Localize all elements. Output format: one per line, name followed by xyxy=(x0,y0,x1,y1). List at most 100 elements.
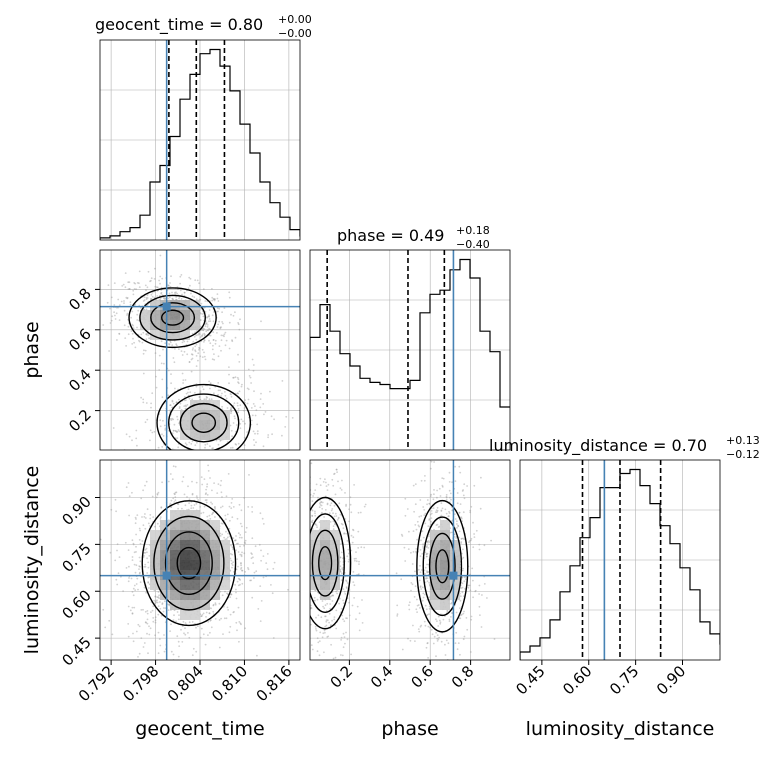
density-cell xyxy=(190,430,200,440)
sample-point xyxy=(234,539,237,542)
density-cell xyxy=(200,430,210,440)
sample-point xyxy=(347,552,350,555)
sample-point xyxy=(144,563,147,566)
density-cell xyxy=(200,560,210,570)
sample-point xyxy=(170,419,173,421)
density-cell xyxy=(320,580,330,590)
sample-point xyxy=(265,562,268,564)
sample-point xyxy=(354,559,356,562)
sample-point xyxy=(190,507,193,510)
sample-point xyxy=(190,358,193,361)
sample-point xyxy=(463,610,465,613)
density-cell xyxy=(190,530,200,540)
density-cell xyxy=(440,530,450,540)
sample-point xyxy=(218,320,221,323)
sample-point xyxy=(433,489,435,491)
sample-point xyxy=(132,640,135,643)
sample-point xyxy=(184,627,186,630)
sample-point xyxy=(207,470,210,472)
sample-point xyxy=(448,471,451,474)
sample-point xyxy=(154,525,156,528)
sample-point xyxy=(163,296,165,299)
sample-point xyxy=(427,625,430,628)
sample-point xyxy=(409,639,412,642)
sample-point xyxy=(197,359,199,362)
sample-point xyxy=(425,646,428,649)
sample-point xyxy=(199,391,202,394)
sample-point xyxy=(134,589,137,592)
sample-point xyxy=(213,311,215,313)
sample-point xyxy=(240,385,243,388)
sample-point xyxy=(221,392,223,395)
sample-point xyxy=(493,638,496,640)
sample-point xyxy=(259,585,262,587)
sample-point xyxy=(413,510,415,513)
sample-point xyxy=(273,418,275,421)
sample-point xyxy=(237,542,239,545)
sample-point xyxy=(205,499,208,501)
sample-point xyxy=(461,490,464,492)
sample-point xyxy=(417,604,420,606)
density-cell xyxy=(320,590,330,600)
sample-point xyxy=(352,571,355,573)
sample-point xyxy=(146,610,149,612)
sample-point xyxy=(163,650,166,653)
sample-point xyxy=(176,430,179,433)
density-cell xyxy=(180,310,190,320)
sample-point xyxy=(158,279,161,282)
sample-point xyxy=(460,587,463,589)
sample-point xyxy=(244,542,247,545)
sample-point xyxy=(188,621,191,624)
sample-point xyxy=(240,623,242,626)
sample-point xyxy=(421,530,424,533)
contour-line xyxy=(311,529,339,597)
sample-point xyxy=(118,333,121,335)
sample-point xyxy=(182,476,185,478)
sample-point xyxy=(458,530,461,533)
sample-point xyxy=(174,387,176,390)
sample-point xyxy=(252,562,255,565)
sample-point xyxy=(423,620,426,623)
density-cell xyxy=(310,560,320,570)
sample-point xyxy=(314,514,317,517)
sample-point xyxy=(444,654,447,656)
sample-point xyxy=(335,609,338,612)
sample-point xyxy=(351,541,354,544)
density-cell xyxy=(320,540,330,550)
sample-point xyxy=(361,599,363,601)
sample-point xyxy=(191,353,194,356)
sample-point xyxy=(436,637,439,640)
sample-point xyxy=(176,437,179,439)
sample-point xyxy=(108,619,111,622)
sample-point xyxy=(193,296,196,299)
sample-point xyxy=(138,572,141,575)
sample-point xyxy=(202,288,205,291)
sample-point xyxy=(147,334,150,337)
sample-point xyxy=(228,366,230,368)
sample-point xyxy=(151,295,154,298)
sample-point xyxy=(140,637,143,639)
sample-point xyxy=(206,443,209,445)
sample-point xyxy=(425,553,428,555)
sample-point xyxy=(462,612,465,615)
sample-point xyxy=(230,593,233,596)
sample-point xyxy=(232,376,235,379)
sample-point xyxy=(213,298,216,300)
sample-point xyxy=(156,599,158,602)
sample-point xyxy=(200,335,203,337)
sample-point xyxy=(169,409,172,412)
sample-point xyxy=(146,622,149,625)
truth-marker xyxy=(449,571,458,580)
density-cell xyxy=(180,520,190,530)
sample-point xyxy=(176,431,178,433)
sample-point xyxy=(137,656,139,658)
sample-point xyxy=(333,504,336,507)
sample-point xyxy=(239,522,242,525)
sample-point xyxy=(423,569,426,572)
sample-point xyxy=(430,460,433,463)
density-cell xyxy=(210,580,220,590)
sample-point xyxy=(238,578,241,581)
sample-point xyxy=(314,512,316,515)
contour-line xyxy=(428,532,456,600)
sample-point xyxy=(345,580,348,583)
